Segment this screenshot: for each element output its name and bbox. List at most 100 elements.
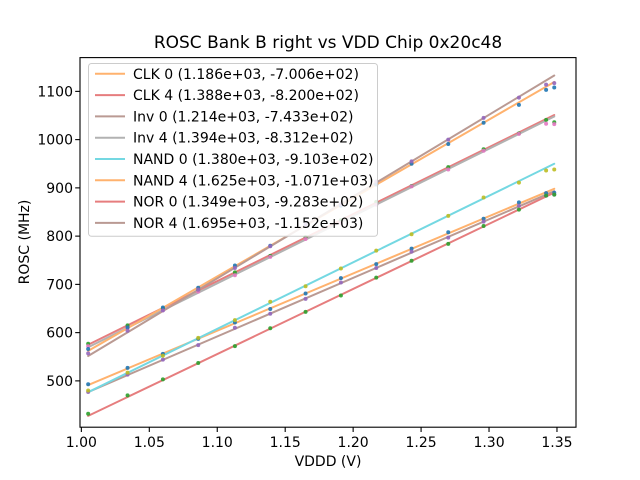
x-tick-label: 1.35 [541, 435, 572, 451]
scatter-point-CLK-0 [516, 200, 521, 205]
y-tick-label: 1000 [37, 133, 73, 149]
y-tick-label: 600 [46, 326, 73, 342]
scatter-point-CLK-4 [232, 270, 237, 275]
y-tick-label: 800 [46, 229, 73, 245]
scatter-point-NOR-0 [552, 192, 557, 197]
x-tick-label: 1.05 [134, 435, 165, 451]
scatter-point-NOR-0 [160, 377, 165, 382]
scatter-point-Inv-0 [232, 325, 237, 330]
scatter-point-NAND-4 [446, 141, 451, 146]
scatter-point-Inv-4 [303, 237, 308, 242]
scatter-point-NOR-0 [125, 393, 130, 398]
scatter-point-CLK-0 [268, 306, 273, 311]
fit-line-NOR-0 [87, 191, 556, 417]
scatter-point-NAND-4 [125, 325, 130, 330]
fit-line-Inv-0 [87, 190, 556, 394]
scatter-point-NOR-4 [409, 159, 414, 164]
x-axis-label: VDDD (V) [295, 454, 362, 470]
scatter-point-CLK-0 [446, 230, 451, 235]
legend-label-NOR-4: NOR 4 (1.695e+03, -1.152e+03) [133, 216, 363, 232]
scatter-point-NAND-0 [481, 195, 486, 200]
scatter-point-NOR-0 [544, 193, 549, 198]
scatter-point-Inv-4 [268, 254, 273, 259]
x-tick-label: 1.15 [270, 435, 301, 451]
scatter-point-Inv-0 [446, 235, 451, 240]
x-tick-label: 1.20 [338, 435, 369, 451]
scatter-point-Inv-0 [268, 311, 273, 316]
scatter-point-Inv-0 [516, 203, 521, 208]
scatter-point-NOR-0 [338, 293, 343, 298]
fit-line-CLK-0 [87, 187, 556, 387]
scatter-point-NOR-4 [516, 95, 521, 100]
x-axis-ticks: 1.00 1.05 1.10 1.15 1.20 1.25 1.30 1.35 [66, 427, 573, 451]
scatter-point-NAND-0 [544, 168, 549, 173]
scatter-point-CLK-4 [544, 117, 549, 122]
scatter-point-NAND-4 [481, 120, 486, 125]
scatter-point-Inv-0 [481, 219, 486, 224]
scatter-point-NAND-4 [160, 305, 165, 310]
scatter-point-NOR-0 [268, 326, 273, 331]
scatter-point-Inv-4 [232, 273, 237, 278]
x-tick-label: 1.25 [405, 435, 436, 451]
y-axis-label: ROSC (MHz) [17, 200, 33, 285]
scatter-point-NOR-4 [196, 287, 201, 292]
scatter-point-NAND-4 [552, 85, 557, 90]
scatter-point-Inv-0 [374, 265, 379, 270]
plot-area-frame [79, 57, 577, 428]
scatter-point-CLK-0 [374, 262, 379, 267]
scatter-point-NAND-4 [544, 87, 549, 92]
scatter-point-CLK-0 [86, 382, 91, 387]
chart-title: ROSC Bank B right vs VDD Chip 0x20c48 [154, 33, 502, 53]
scatter-point-NOR-0 [232, 344, 237, 349]
y-tick-label: 700 [46, 277, 73, 293]
scatter-point-CLK-0 [125, 365, 130, 370]
scatter-point-NOR-4 [160, 308, 165, 313]
scatter-point-NOR-4 [544, 82, 549, 87]
scatter-point-NAND-0 [160, 353, 165, 358]
scatter-point-NAND-0 [125, 370, 130, 375]
scatter-point-NAND-4 [516, 102, 521, 107]
scatter-point-NAND-0 [552, 167, 557, 172]
scatter-point-NOR-0 [446, 241, 451, 246]
scatter-point-NOR-4 [268, 244, 273, 249]
legend-label-CLK-4: CLK 4 (1.388e+03, -8.200e+02) [133, 88, 359, 104]
scatter-point-NOR-4 [232, 265, 237, 270]
scatter-point-NAND-0 [303, 284, 308, 289]
x-tick-label: 1.10 [202, 435, 233, 451]
scatter-point-NAND-0 [86, 388, 91, 393]
scatter-point-Inv-0 [338, 280, 343, 285]
scatter-point-Inv-0 [303, 296, 308, 301]
scatter-point-NOR-4 [552, 81, 557, 86]
legend-label-NAND-4: NAND 4 (1.625e+03, -1.071e+03) [133, 173, 373, 189]
scatter-point-CLK-0 [303, 291, 308, 296]
scatter-point-CLK-0 [338, 276, 343, 281]
scatter-point-Inv-0 [196, 343, 201, 348]
y-axis-ticks: 500 600 700 800 900 1000 1100 [37, 84, 80, 390]
scatter-point-Inv-4 [481, 148, 486, 153]
scatter-point-CLK-0 [409, 246, 414, 251]
scatter-point-NOR-4 [125, 328, 130, 333]
scatter-point-NOR-0 [303, 309, 308, 314]
y-tick-label: 900 [46, 181, 73, 197]
legend-box [88, 63, 378, 237]
legend-label-Inv-0: Inv 0 (1.214e+03, -7.433e+02) [133, 109, 353, 125]
legend-label-NAND-0: NAND 0 (1.380e+03, -9.103e+02) [133, 152, 373, 168]
scatter-point-Inv-0 [160, 357, 165, 362]
scatter-point-NOR-0 [481, 223, 486, 228]
scatter-point-Inv-4 [409, 184, 414, 189]
scatter-point-NOR-0 [374, 275, 379, 280]
scatter-point-Inv-4 [544, 121, 549, 126]
scatter-point-NAND-0 [516, 180, 521, 185]
scatter-point-NAND-0 [232, 318, 237, 323]
scatter-point-NAND-0 [338, 266, 343, 271]
scatter-point-NAND-0 [268, 299, 273, 304]
scatter-point-NAND-0 [446, 213, 451, 218]
scatter-point-NAND-4 [86, 347, 91, 352]
scatter-point-Inv-4 [516, 131, 521, 136]
fit-line-NAND-0 [87, 162, 556, 394]
scatter-point-NOR-4 [446, 137, 451, 142]
legend-label-CLK-0: CLK 0 (1.186e+03, -7.006e+02) [133, 67, 359, 83]
scatter-point-Inv-0 [409, 249, 414, 254]
